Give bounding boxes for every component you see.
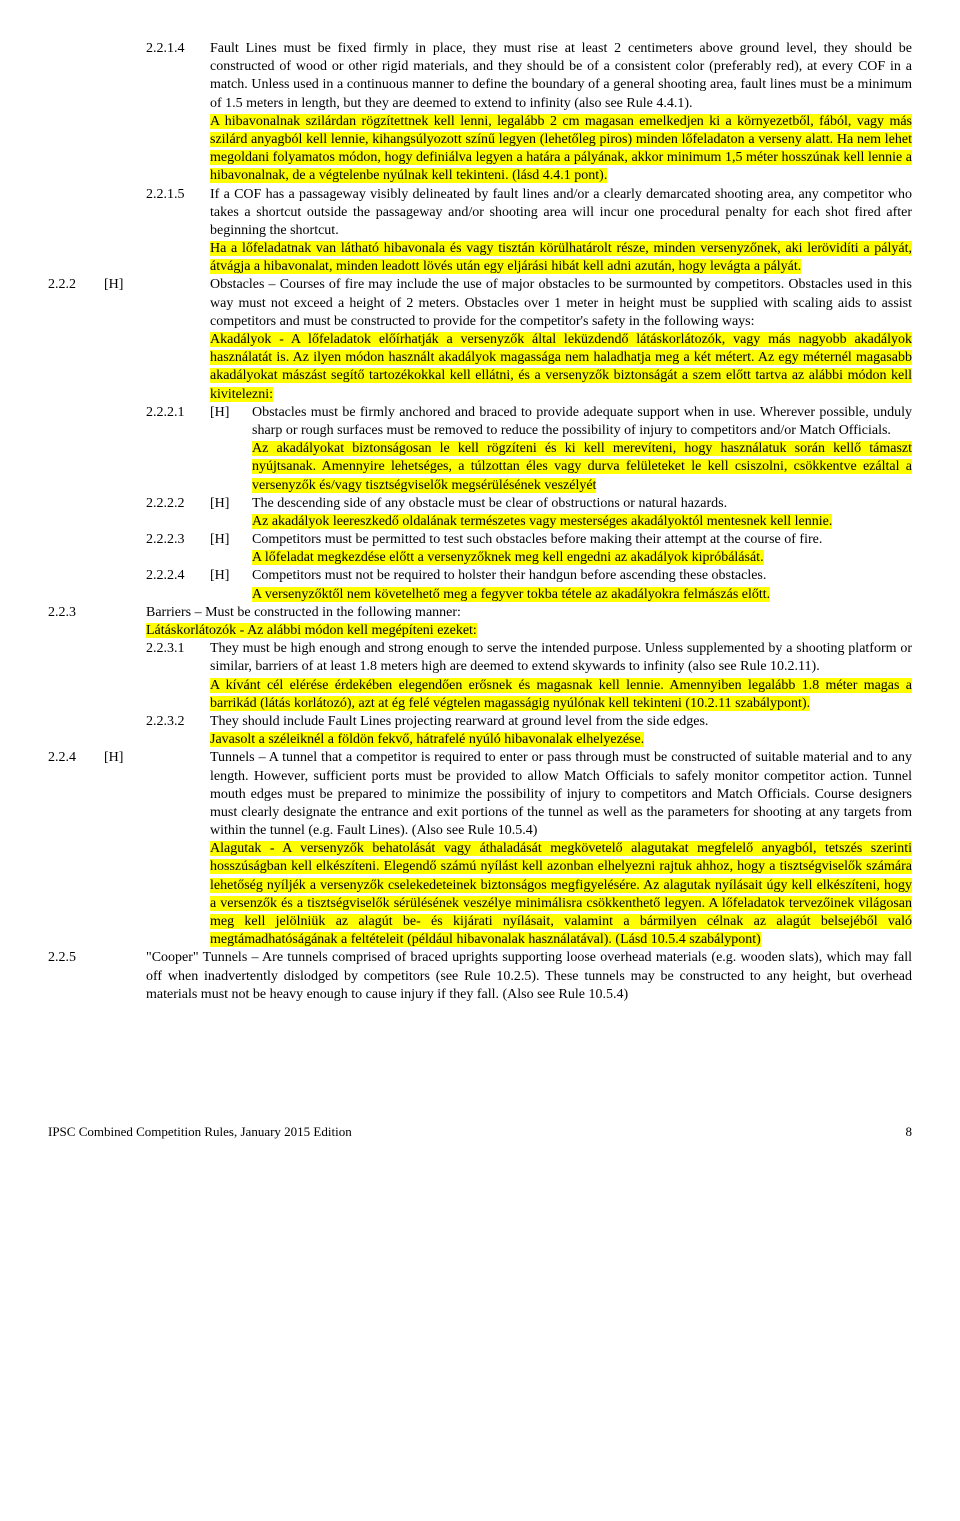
- rule-2-2-1-4: 2.2.1.4 Fault Lines must be fixed firmly…: [48, 40, 912, 186]
- rule-text-hu: Ha a lőfeladatnak van látható hibavonala…: [210, 241, 912, 274]
- rule-text-en: Obstacles must be firmly anchored and br…: [252, 405, 912, 438]
- rule-2-2-3-2: 2.2.3.2 They should include Fault Lines …: [48, 713, 912, 749]
- rule-number: 2.2.2.2: [146, 495, 210, 513]
- rule-number: 2.2.4: [48, 749, 104, 767]
- rule-number: 2.2.2: [48, 276, 104, 294]
- page-number: 8: [906, 1124, 913, 1141]
- rule-text-en: Obstacles – Courses of fire may include …: [210, 277, 912, 328]
- rule-number: 2.2.1.5: [146, 186, 210, 204]
- page-footer: IPSC Combined Competition Rules, January…: [48, 1124, 912, 1141]
- rule-number: 2.2.5: [48, 949, 104, 967]
- rule-text-en: Fault Lines must be fixed firmly in plac…: [210, 41, 912, 111]
- rule-2-2-2: 2.2.2 [H] Obstacles – Courses of fire ma…: [48, 276, 912, 403]
- rule-2-2-4: 2.2.4 [H] Tunnels – A tunnel that a comp…: [48, 749, 912, 949]
- rule-text-en: If a COF has a passageway visibly deline…: [210, 187, 912, 238]
- rule-text-hu: Látáskorlátozók - Az alábbi módon kell m…: [146, 623, 477, 638]
- rule-text-en: Competitors must not be required to hols…: [252, 568, 766, 583]
- rule-2-2-2-4: 2.2.2.4 [H] Competitors must not be requ…: [48, 567, 912, 603]
- rule-text-hu: A lőfeladat megkezdése előtt a versenyző…: [252, 550, 764, 565]
- rule-text-hu: A hibavonalnak szilárdan rögzítettnek ke…: [210, 114, 912, 184]
- rule-number: 2.2.3: [48, 604, 104, 622]
- rule-2-2-3-1: 2.2.3.1 They must be high enough and str…: [48, 640, 912, 713]
- rule-text-hu: Az akadályok leereszkedő oldalának termé…: [252, 514, 832, 529]
- rule-text-hu: Alagutak - A versenyzők behatolását vagy…: [210, 841, 912, 947]
- rule-text-en: Tunnels – A tunnel that a competitor is …: [210, 750, 912, 838]
- rule-tag: [H]: [104, 276, 146, 294]
- rule-number: 2.2.2.3: [146, 531, 210, 549]
- rule-text-hu: A kívánt cél elérése érdekében elegendőe…: [210, 678, 912, 711]
- rule-number: 2.2.3.1: [146, 640, 210, 658]
- rule-2-2-2-1: 2.2.2.1 [H] Obstacles must be firmly anc…: [48, 404, 912, 495]
- rule-number: 2.2.1.4: [146, 40, 210, 58]
- rule-text-hu: Javasolt a széleiknél a földön fekvő, há…: [210, 732, 644, 747]
- rule-tag: [H]: [210, 404, 252, 422]
- rule-2-2-1-5: 2.2.1.5 If a COF has a passageway visibl…: [48, 186, 912, 277]
- rule-text-hu: A versenyzőktől nem követelhető meg a fe…: [252, 587, 770, 602]
- rule-text-en: Competitors must be permitted to test su…: [252, 532, 822, 547]
- rule-number: 2.2.2.4: [146, 567, 210, 585]
- rule-text-en: The descending side of any obstacle must…: [252, 496, 727, 511]
- rule-text-en: Barriers – Must be constructed in the fo…: [146, 605, 461, 620]
- rule-2-2-3: 2.2.3 Barriers – Must be constructed in …: [48, 604, 912, 640]
- rule-2-2-5: 2.2.5 "Cooper" Tunnels – Are tunnels com…: [48, 949, 912, 1004]
- rule-text-en: They must be high enough and strong enou…: [210, 641, 912, 674]
- rule-tag: [H]: [210, 495, 252, 513]
- rule-number: 2.2.2.1: [146, 404, 210, 422]
- rule-number: 2.2.3.2: [146, 713, 210, 731]
- rule-text-en: "Cooper" Tunnels – Are tunnels comprised…: [146, 950, 912, 1001]
- rule-tag: [H]: [210, 567, 252, 585]
- rule-2-2-2-2: 2.2.2.2 [H] The descending side of any o…: [48, 495, 912, 531]
- rule-text-hu: Az akadályokat biztonságosan le kell rög…: [252, 441, 912, 492]
- rule-2-2-2-3: 2.2.2.3 [H] Competitors must be permitte…: [48, 531, 912, 567]
- rule-text-en: They should include Fault Lines projecti…: [210, 714, 708, 729]
- rule-tag: [H]: [104, 749, 146, 767]
- rule-tag: [H]: [210, 531, 252, 549]
- footer-title: IPSC Combined Competition Rules, January…: [48, 1124, 352, 1141]
- rule-text-hu: Akadályok - A lőfeladatok előírhatják a …: [210, 332, 912, 402]
